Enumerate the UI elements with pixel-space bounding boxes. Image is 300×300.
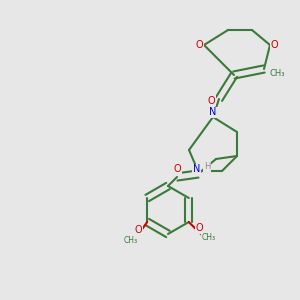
Text: O: O [173,164,181,175]
Text: O: O [208,95,215,106]
Text: N: N [193,164,200,175]
Text: O: O [271,40,278,50]
Text: CH₃: CH₃ [270,69,285,78]
Text: O: O [196,40,203,50]
Text: O: O [134,225,142,235]
Text: O: O [196,223,203,233]
Text: H: H [204,162,210,171]
Text: CH₃: CH₃ [124,236,138,245]
Text: N: N [209,107,217,118]
Text: CH₃: CH₃ [202,233,216,242]
